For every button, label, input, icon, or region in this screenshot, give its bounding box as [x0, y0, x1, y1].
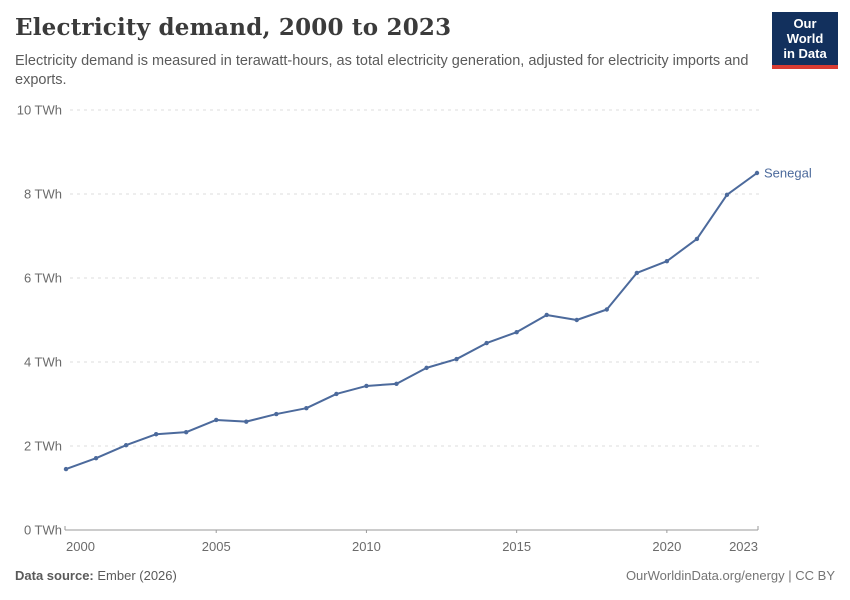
owid-logo[interactable]: Our World in Data [772, 12, 838, 69]
x-tick-label: 2005 [202, 539, 231, 554]
x-tick-label: 2010 [352, 539, 381, 554]
y-tick-label: 4 TWh [24, 355, 62, 370]
data-point[interactable] [274, 411, 279, 417]
data-point[interactable] [394, 381, 399, 387]
data-point[interactable] [123, 442, 129, 448]
y-tick-label: 2 TWh [24, 439, 62, 454]
data-point[interactable] [694, 236, 700, 242]
data-point[interactable] [514, 329, 519, 335]
data-point[interactable] [424, 365, 429, 371]
chart-title: Electricity demand, 2000 to 2023 [15, 14, 452, 41]
y-tick-label: 8 TWh [24, 187, 62, 202]
data-point[interactable] [604, 307, 609, 312]
data-point[interactable] [754, 170, 760, 176]
data-point[interactable] [334, 391, 339, 397]
data-source-label: Data source: [15, 568, 94, 583]
chart-subtitle: Electricity demand is measured in terawa… [15, 53, 749, 88]
owid-logo-stripe [772, 65, 838, 69]
x-tick-label: 2015 [502, 539, 531, 554]
x-tick-label: 2000 [66, 539, 95, 554]
x-tick-label: 2020 [652, 539, 681, 554]
data-point[interactable] [724, 192, 730, 198]
y-tick-label: 0 TWh [24, 523, 62, 538]
data-point[interactable] [153, 432, 159, 437]
data-point[interactable] [183, 429, 189, 435]
data-point[interactable] [664, 259, 670, 264]
data-source-value: Ember (2026) [93, 568, 177, 583]
owid-logo-text: Our World in Data [772, 12, 838, 65]
data-point[interactable] [634, 270, 640, 276]
data-point[interactable] [63, 466, 69, 472]
license-link[interactable]: OurWorldinData.org/energy | CC BY [625, 568, 835, 583]
data-point[interactable] [544, 312, 549, 318]
y-tick-label: 10 TWh [17, 103, 62, 118]
data-source: Data source: Ember (2026) [15, 568, 177, 583]
series-end-label[interactable]: Senegal [764, 166, 812, 181]
data-point[interactable] [484, 340, 489, 346]
data-point[interactable] [244, 419, 249, 424]
data-point[interactable] [364, 383, 369, 389]
data-point[interactable] [454, 356, 459, 362]
owid-logo-line1: Our World [786, 16, 824, 46]
x-tick-label: 2023 [729, 539, 758, 554]
data-point[interactable] [93, 455, 99, 461]
series-line[interactable] [65, 172, 758, 471]
data-point[interactable] [214, 417, 219, 423]
owid-logo-line2: in Data [783, 46, 827, 61]
y-tick-label: 6 TWh [24, 271, 62, 286]
data-point[interactable] [304, 406, 309, 411]
data-point[interactable] [574, 317, 579, 323]
chart-footer: Data source: Ember (2026) OurWorldinData… [15, 568, 835, 583]
line-chart[interactable]: 0 TWh 2 TWh 4 TWh 6 TWh 8 TWh 10 TWh 2000 2005 2… [0, 95, 850, 560]
